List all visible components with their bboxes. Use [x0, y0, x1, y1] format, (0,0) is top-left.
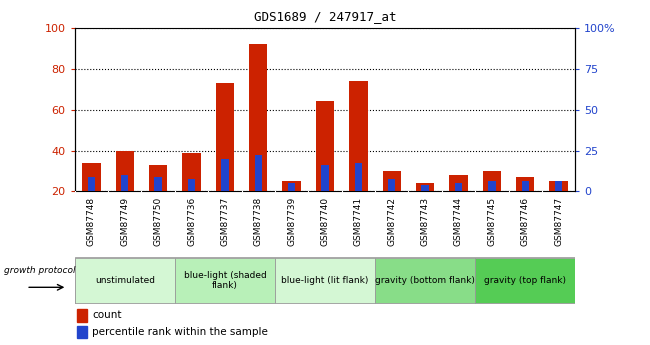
Bar [483, 171, 501, 233]
Text: GSM87736: GSM87736 [187, 197, 196, 246]
Text: GSM87750: GSM87750 [153, 197, 162, 246]
Text: GSM87740: GSM87740 [320, 197, 330, 246]
Bar [155, 177, 162, 233]
Text: GSM87738: GSM87738 [254, 197, 263, 246]
Bar [255, 155, 262, 233]
Bar [516, 177, 534, 233]
Text: GSM87742: GSM87742 [387, 197, 396, 246]
Bar [116, 150, 134, 233]
Text: blue-light (lit flank): blue-light (lit flank) [281, 276, 369, 285]
Bar [488, 181, 495, 233]
Text: GSM87745: GSM87745 [488, 197, 497, 246]
Bar [88, 177, 95, 233]
Text: GSM87749: GSM87749 [120, 197, 129, 246]
Bar [283, 181, 301, 233]
Bar [549, 181, 567, 233]
Bar [449, 175, 467, 233]
Bar [475, 258, 575, 303]
Bar [383, 171, 401, 233]
Text: GDS1689 / 247917_at: GDS1689 / 247917_at [254, 10, 396, 23]
Bar [349, 81, 367, 233]
Bar [288, 183, 295, 233]
Bar [77, 326, 87, 338]
Text: GSM87739: GSM87739 [287, 197, 296, 246]
Text: GSM87748: GSM87748 [87, 197, 96, 246]
Bar [249, 44, 267, 233]
Bar [216, 83, 234, 233]
Text: gravity (top flank): gravity (top flank) [484, 276, 566, 285]
Bar [421, 185, 429, 233]
Bar [77, 309, 87, 322]
Bar [355, 163, 362, 233]
Bar [121, 175, 129, 233]
Bar [455, 183, 462, 233]
Bar [321, 165, 329, 233]
Bar [375, 258, 475, 303]
Text: GSM87741: GSM87741 [354, 197, 363, 246]
Text: unstimulated: unstimulated [95, 276, 155, 285]
Bar [275, 258, 375, 303]
Text: percentile rank within the sample: percentile rank within the sample [92, 327, 268, 337]
Text: GSM87737: GSM87737 [220, 197, 229, 246]
Text: growth protocol: growth protocol [4, 266, 75, 275]
Bar [75, 258, 175, 303]
Bar [416, 183, 434, 233]
Bar [555, 181, 562, 233]
Bar [316, 101, 334, 233]
Text: count: count [92, 310, 122, 320]
Bar [149, 165, 167, 233]
Bar [188, 179, 195, 233]
Text: GSM87744: GSM87744 [454, 197, 463, 246]
Text: GSM87747: GSM87747 [554, 197, 563, 246]
Bar [83, 163, 101, 233]
Text: GSM87743: GSM87743 [421, 197, 430, 246]
Bar [521, 181, 529, 233]
Bar [183, 152, 201, 233]
Text: blue-light (shaded
flank): blue-light (shaded flank) [183, 270, 266, 290]
Text: gravity (bottom flank): gravity (bottom flank) [375, 276, 475, 285]
Bar [221, 159, 229, 233]
Bar [388, 179, 395, 233]
Bar [175, 258, 275, 303]
Text: GSM87746: GSM87746 [521, 197, 530, 246]
